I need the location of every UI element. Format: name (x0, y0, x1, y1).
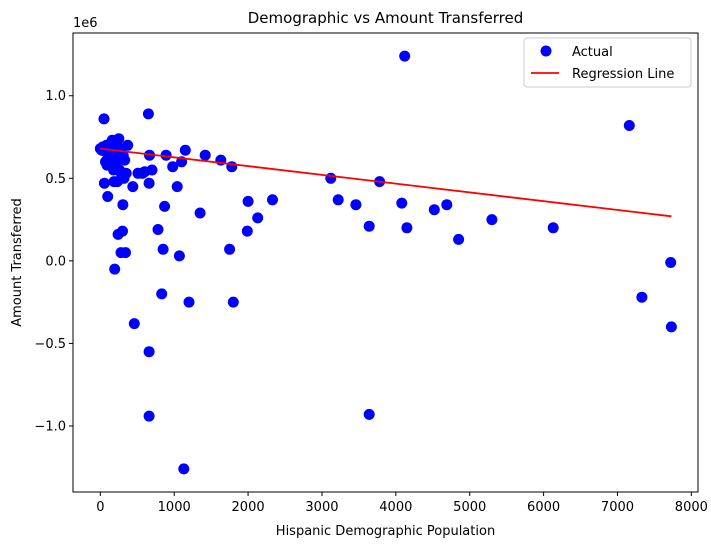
x-tick-label: 5000 (453, 500, 486, 515)
data-point (363, 220, 375, 232)
data-point (122, 139, 134, 151)
data-point (143, 177, 155, 189)
data-point (401, 222, 413, 234)
data-point (171, 181, 183, 193)
data-point (623, 120, 635, 131)
plot-marks (94, 50, 677, 475)
data-point (146, 164, 158, 176)
data-point (227, 296, 239, 308)
data-point (665, 257, 677, 268)
legend: Actual Regression Line (523, 37, 692, 88)
legend-marker-actual (540, 45, 552, 57)
data-point (267, 194, 278, 206)
data-point (167, 161, 179, 173)
data-point (156, 288, 168, 300)
x-tick-label: 6000 (527, 500, 560, 515)
data-point (224, 243, 236, 255)
data-point (399, 50, 411, 62)
data-point (547, 222, 559, 234)
data-point (102, 191, 114, 202)
y-tick-label: 0.0 (45, 254, 66, 269)
x-tick-label: 4000 (379, 500, 412, 515)
data-point (350, 199, 362, 211)
data-point (636, 291, 648, 303)
data-point (113, 133, 125, 145)
y-tick-label: 0.5 (45, 172, 66, 187)
y-tick-label: −0.5 (34, 337, 66, 352)
x-tick-label: 3000 (305, 500, 338, 515)
data-point (241, 225, 253, 237)
data-point (98, 113, 110, 125)
data-point (98, 177, 110, 189)
data-point (152, 224, 164, 235)
y-axis-label: Amount Transferred (10, 198, 25, 327)
data-point (160, 149, 172, 161)
legend-box (523, 37, 692, 88)
data-point (453, 233, 465, 245)
chart-title: Demographic vs Amount Transferred (248, 9, 523, 27)
data-point (117, 225, 128, 237)
data-point (120, 167, 132, 179)
data-point (325, 172, 337, 184)
x-axis-label: Hispanic Demographic Population (276, 524, 495, 539)
data-point (194, 207, 206, 219)
y-axis-offset-label: 1e6 (73, 16, 98, 31)
y-tick-label: 1.0 (45, 89, 66, 104)
data-point (332, 194, 344, 206)
x-tick-label: 7000 (601, 500, 634, 515)
data-point (159, 200, 171, 212)
data-point (242, 195, 254, 207)
data-point (109, 263, 121, 275)
data-point (199, 149, 211, 161)
data-point (142, 108, 154, 120)
data-point (178, 463, 190, 475)
data-point (173, 250, 185, 262)
x-tick-label: 2000 (232, 500, 265, 515)
data-point (120, 247, 131, 259)
x-tick-label: 8000 (675, 500, 708, 515)
data-point (486, 214, 498, 226)
legend-label-regression-line: Regression Line (572, 67, 674, 82)
data-point (665, 321, 677, 333)
data-point (143, 346, 155, 358)
legend-label-actual: Actual (572, 45, 613, 60)
data-point (183, 296, 195, 308)
data-point (363, 408, 375, 420)
x-axis-ticks: 0 1000 2000 3000 4000 5000 6000 7000 8000 (96, 492, 708, 515)
y-tick-label: −1.0 (34, 419, 66, 434)
regression-line (100, 147, 672, 218)
data-point (179, 144, 191, 156)
plot-frame (72, 32, 699, 493)
data-point (396, 197, 408, 209)
data-point (128, 318, 140, 330)
data-point (119, 154, 131, 166)
data-point (157, 243, 169, 255)
x-tick-label: 0 (96, 500, 104, 515)
data-point (441, 199, 453, 211)
data-point (252, 212, 264, 224)
data-point (143, 410, 155, 422)
data-point (428, 204, 440, 216)
y-axis-ticks: −1.0 −0.5 0.0 0.5 1.0 (34, 89, 73, 434)
x-tick-label: 1000 (158, 500, 191, 515)
data-point (127, 181, 139, 193)
data-point (117, 199, 129, 211)
